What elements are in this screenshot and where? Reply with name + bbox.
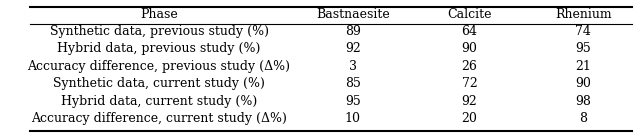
Text: 72: 72 (461, 77, 477, 90)
Text: Rhenium: Rhenium (555, 8, 612, 21)
Text: 92: 92 (345, 43, 360, 55)
Text: 98: 98 (575, 95, 591, 108)
Text: 92: 92 (461, 95, 477, 108)
Text: 8: 8 (579, 112, 588, 125)
Text: 90: 90 (575, 77, 591, 90)
Text: 90: 90 (461, 43, 477, 55)
Text: 26: 26 (461, 60, 477, 73)
Text: 3: 3 (349, 60, 356, 73)
Text: 10: 10 (345, 112, 361, 125)
Text: 74: 74 (575, 25, 591, 38)
Text: 85: 85 (345, 77, 361, 90)
Text: Accuracy difference, previous study (Δ%): Accuracy difference, previous study (Δ%) (28, 60, 291, 73)
Text: 95: 95 (345, 95, 360, 108)
Text: Synthetic data, previous study (%): Synthetic data, previous study (%) (49, 25, 269, 38)
Text: Accuracy difference, current study (Δ%): Accuracy difference, current study (Δ%) (31, 112, 287, 125)
Text: 21: 21 (575, 60, 591, 73)
Text: Phase: Phase (140, 8, 178, 21)
Text: Bastnaesite: Bastnaesite (316, 8, 390, 21)
Text: 64: 64 (461, 25, 477, 38)
Text: Synthetic data, current study (%): Synthetic data, current study (%) (53, 77, 265, 90)
Text: Hybrid data, previous study (%): Hybrid data, previous study (%) (58, 43, 260, 55)
Text: 20: 20 (461, 112, 477, 125)
Text: 89: 89 (345, 25, 361, 38)
Text: Calcite: Calcite (447, 8, 492, 21)
Text: Hybrid data, current study (%): Hybrid data, current study (%) (61, 95, 257, 108)
Text: 95: 95 (575, 43, 591, 55)
